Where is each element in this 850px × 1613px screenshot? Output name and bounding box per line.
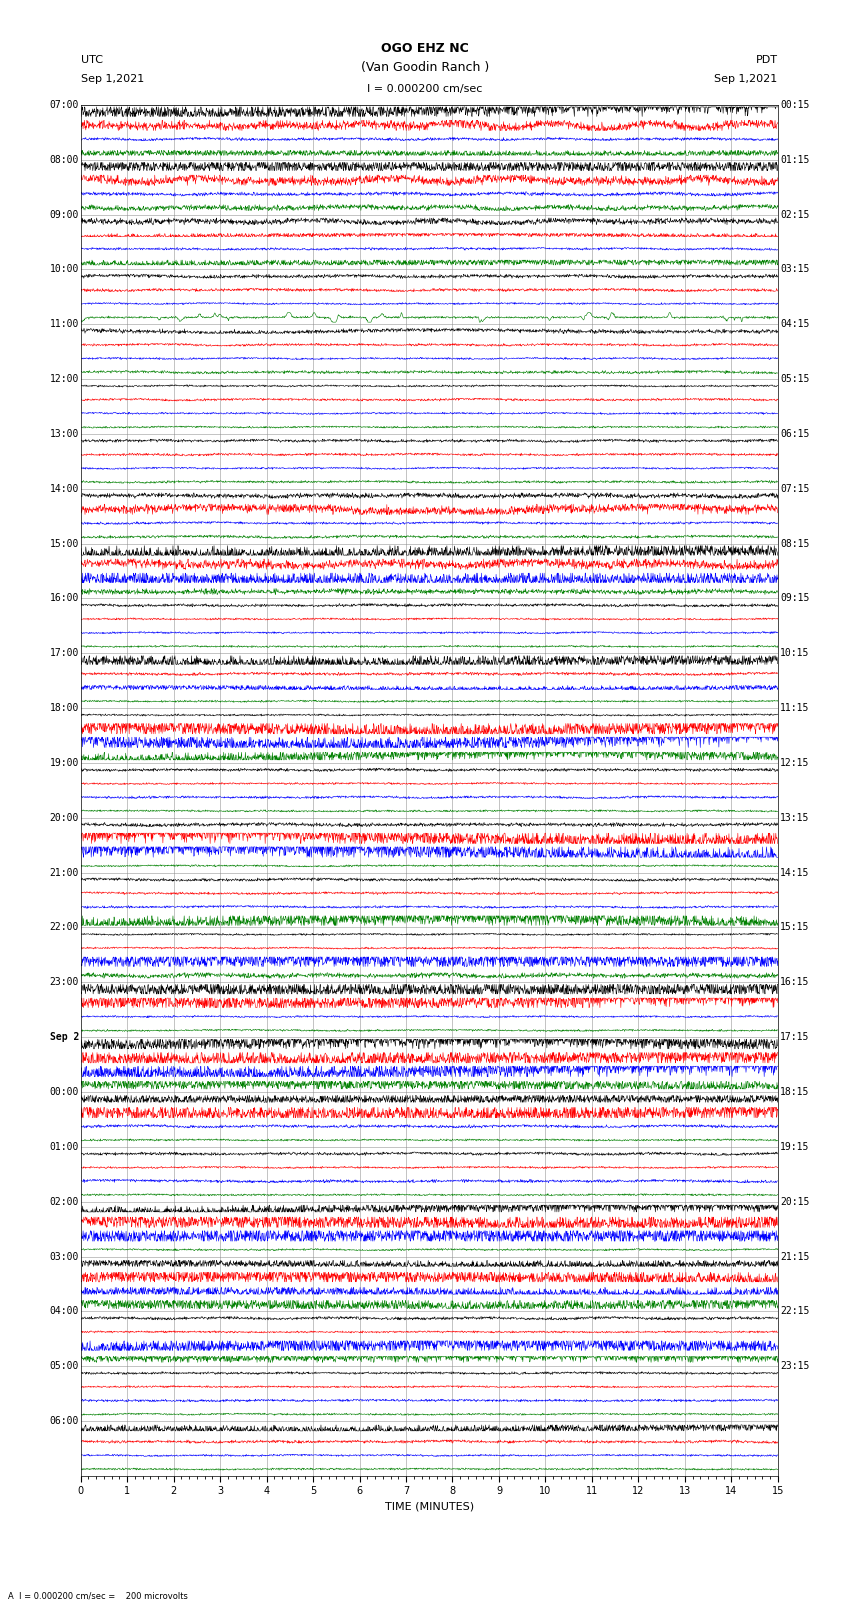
Text: 09:15: 09:15 bbox=[780, 594, 810, 603]
Text: 05:15: 05:15 bbox=[780, 374, 810, 384]
Text: 13:00: 13:00 bbox=[49, 429, 79, 439]
Text: 03:15: 03:15 bbox=[780, 265, 810, 274]
Text: 16:00: 16:00 bbox=[49, 594, 79, 603]
Text: 06:15: 06:15 bbox=[780, 429, 810, 439]
Text: 17:15: 17:15 bbox=[780, 1032, 810, 1042]
Text: 03:00: 03:00 bbox=[49, 1252, 79, 1261]
Text: A  I = 0.000200 cm/sec =    200 microvolts: A I = 0.000200 cm/sec = 200 microvolts bbox=[8, 1590, 189, 1600]
Text: 09:00: 09:00 bbox=[49, 210, 79, 219]
Text: 19:15: 19:15 bbox=[780, 1142, 810, 1152]
Text: 08:00: 08:00 bbox=[49, 155, 79, 165]
Text: 13:15: 13:15 bbox=[780, 813, 810, 823]
Text: 23:15: 23:15 bbox=[780, 1361, 810, 1371]
Text: 01:15: 01:15 bbox=[780, 155, 810, 165]
Text: Sep 2: Sep 2 bbox=[49, 1032, 79, 1042]
Text: 20:15: 20:15 bbox=[780, 1197, 810, 1207]
Text: 15:15: 15:15 bbox=[780, 923, 810, 932]
Text: 04:15: 04:15 bbox=[780, 319, 810, 329]
Text: 07:15: 07:15 bbox=[780, 484, 810, 494]
Text: 23:00: 23:00 bbox=[49, 977, 79, 987]
Text: PDT: PDT bbox=[756, 55, 778, 65]
Text: 16:15: 16:15 bbox=[780, 977, 810, 987]
Text: (Van Goodin Ranch ): (Van Goodin Ranch ) bbox=[361, 61, 489, 74]
Text: UTC: UTC bbox=[81, 55, 103, 65]
Text: 07:00: 07:00 bbox=[49, 100, 79, 110]
Text: 22:00: 22:00 bbox=[49, 923, 79, 932]
Text: I = 0.000200 cm/sec: I = 0.000200 cm/sec bbox=[367, 84, 483, 94]
Text: 05:00: 05:00 bbox=[49, 1361, 79, 1371]
Text: 20:00: 20:00 bbox=[49, 813, 79, 823]
Text: 06:00: 06:00 bbox=[49, 1416, 79, 1426]
Text: 17:00: 17:00 bbox=[49, 648, 79, 658]
X-axis label: TIME (MINUTES): TIME (MINUTES) bbox=[385, 1502, 473, 1511]
Text: 12:00: 12:00 bbox=[49, 374, 79, 384]
Text: 18:15: 18:15 bbox=[780, 1087, 810, 1097]
Text: Sep 1,2021: Sep 1,2021 bbox=[81, 74, 144, 84]
Text: 00:00: 00:00 bbox=[49, 1087, 79, 1097]
Text: 14:15: 14:15 bbox=[780, 868, 810, 877]
Text: 21:15: 21:15 bbox=[780, 1252, 810, 1261]
Text: 10:00: 10:00 bbox=[49, 265, 79, 274]
Text: Sep 1,2021: Sep 1,2021 bbox=[715, 74, 778, 84]
Text: 01:00: 01:00 bbox=[49, 1142, 79, 1152]
Text: 00:15: 00:15 bbox=[780, 100, 810, 110]
Text: 11:15: 11:15 bbox=[780, 703, 810, 713]
Text: 18:00: 18:00 bbox=[49, 703, 79, 713]
Text: 21:00: 21:00 bbox=[49, 868, 79, 877]
Text: 10:15: 10:15 bbox=[780, 648, 810, 658]
Text: 12:15: 12:15 bbox=[780, 758, 810, 768]
Text: 22:15: 22:15 bbox=[780, 1307, 810, 1316]
Text: 15:00: 15:00 bbox=[49, 539, 79, 548]
Text: 02:15: 02:15 bbox=[780, 210, 810, 219]
Text: OGO EHZ NC: OGO EHZ NC bbox=[381, 42, 469, 55]
Text: 08:15: 08:15 bbox=[780, 539, 810, 548]
Text: 04:00: 04:00 bbox=[49, 1307, 79, 1316]
Text: 19:00: 19:00 bbox=[49, 758, 79, 768]
Text: 11:00: 11:00 bbox=[49, 319, 79, 329]
Text: 14:00: 14:00 bbox=[49, 484, 79, 494]
Text: 02:00: 02:00 bbox=[49, 1197, 79, 1207]
